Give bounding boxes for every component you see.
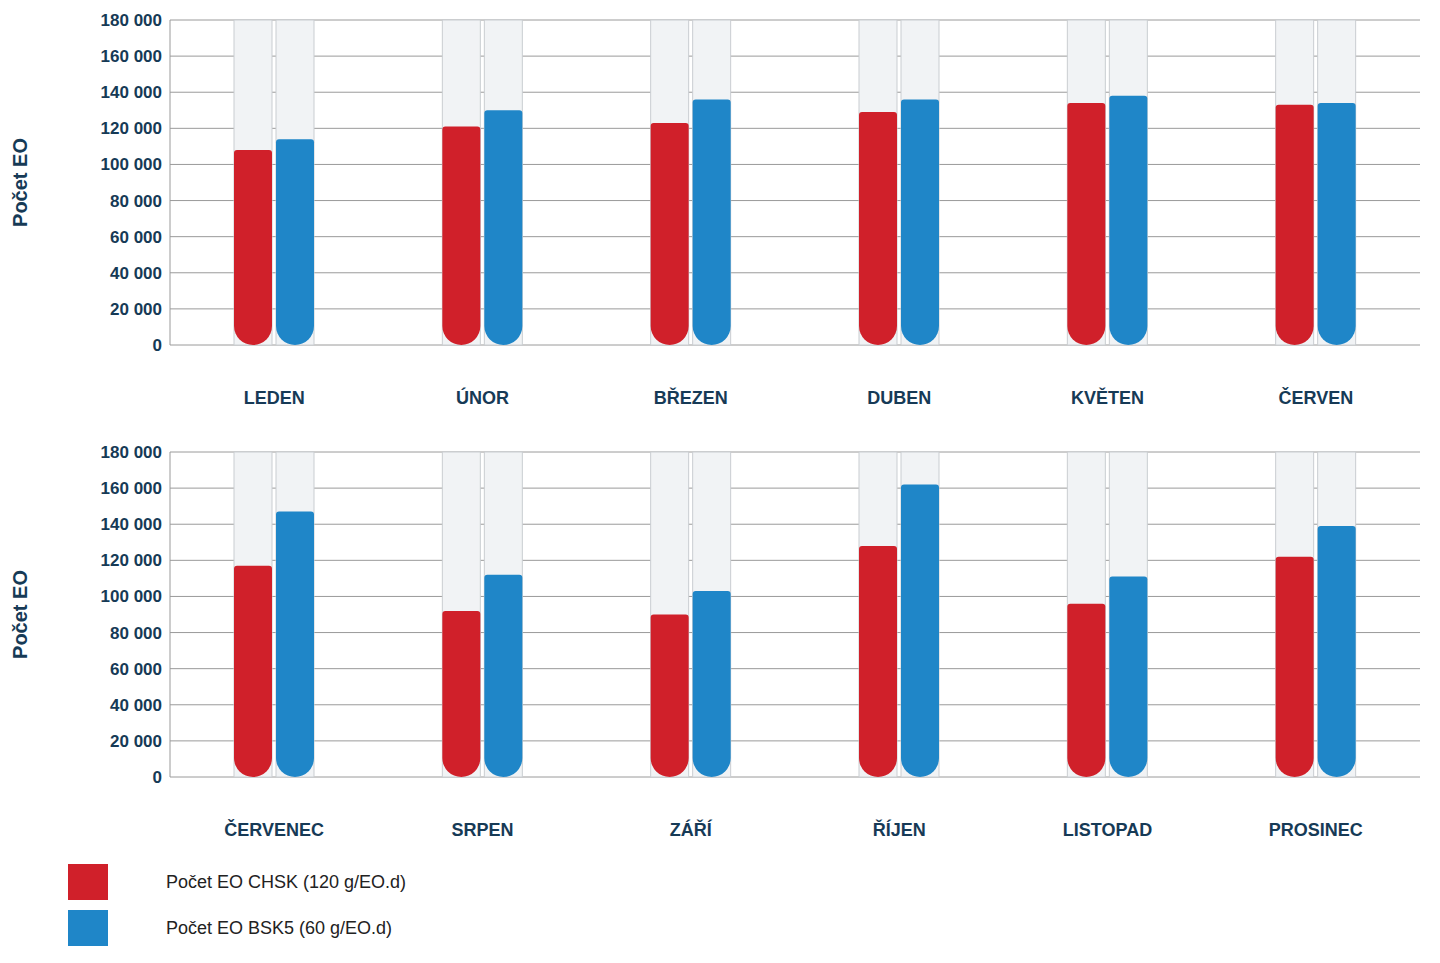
svg-text:60 000: 60 000 — [110, 228, 162, 247]
svg-text:140 000: 140 000 — [101, 515, 162, 534]
svg-text:40 000: 40 000 — [110, 696, 162, 715]
svg-text:140 000: 140 000 — [101, 83, 162, 102]
svg-text:ŘÍJEN: ŘÍJEN — [873, 819, 926, 840]
svg-text:Počet EO: Počet EO — [9, 138, 31, 227]
svg-text:ČERVEN: ČERVEN — [1278, 387, 1353, 408]
svg-text:0: 0 — [153, 768, 162, 787]
svg-text:160 000: 160 000 — [101, 47, 162, 66]
svg-text:LISTOPAD: LISTOPAD — [1063, 820, 1152, 840]
svg-text:BŘEZEN: BŘEZEN — [654, 387, 728, 408]
svg-text:20 000: 20 000 — [110, 732, 162, 751]
svg-text:ZÁŘÍ: ZÁŘÍ — [670, 819, 713, 840]
svg-text:180 000: 180 000 — [101, 11, 162, 30]
svg-text:ČERVENEC: ČERVENEC — [224, 819, 324, 840]
svg-text:180 000: 180 000 — [101, 443, 162, 462]
svg-text:PROSINEC: PROSINEC — [1269, 820, 1363, 840]
svg-text:SRPEN: SRPEN — [451, 820, 513, 840]
svg-text:KVĚTEN: KVĚTEN — [1071, 387, 1144, 408]
svg-text:Počet EO: Počet EO — [9, 570, 31, 659]
svg-text:120 000: 120 000 — [101, 119, 162, 138]
svg-text:ÚNOR: ÚNOR — [456, 387, 509, 408]
html-text:Počet EO BSK5 (60 g/EO.d): Počet EO BSK5 (60 g/EO.d) — [166, 917, 393, 938]
svg-text:LEDEN: LEDEN — [244, 388, 305, 408]
svg-text:160 000: 160 000 — [101, 479, 162, 498]
svg-text:100 000: 100 000 — [101, 587, 162, 606]
svg-text:80 000: 80 000 — [110, 192, 162, 211]
svg-text:40 000: 40 000 — [110, 264, 162, 283]
svg-text:80 000: 80 000 — [110, 624, 162, 643]
svg-text:120 000: 120 000 — [101, 551, 162, 570]
svg-text:0: 0 — [153, 336, 162, 355]
html-text:Počet EO CHSK (120 g/EO.d): Počet EO CHSK (120 g/EO.d) — [166, 871, 407, 892]
svg-text:DUBEN: DUBEN — [867, 388, 931, 408]
svg-text:60 000: 60 000 — [110, 660, 162, 679]
svg-text:100 000: 100 000 — [101, 155, 162, 174]
svg-text:20 000: 20 000 — [110, 300, 162, 319]
